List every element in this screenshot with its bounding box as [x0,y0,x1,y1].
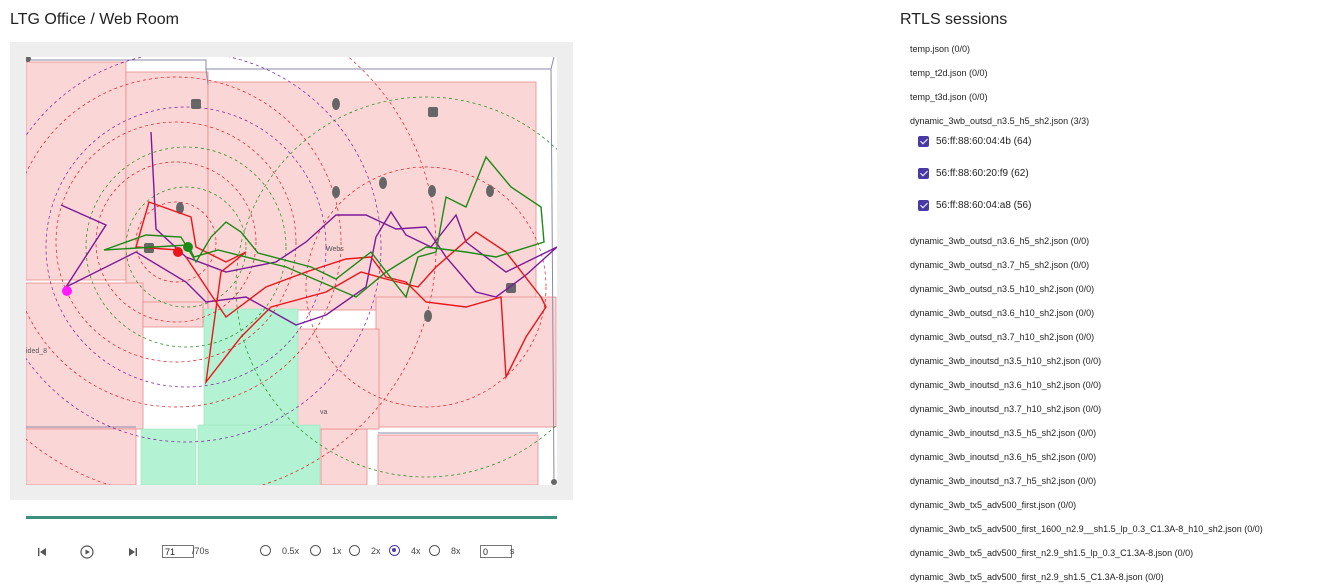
anchor-icon [332,98,340,110]
session-item[interactable]: dynamic_3wb_outsd_n3.6_h5_sh2.json (0/0) [910,236,1090,246]
tag-marker-magenta [62,286,72,296]
anchor-icon [26,57,31,62]
speed-label-4x: 4x [411,546,421,556]
session-item[interactable]: temp_t2d.json (0/0) [910,68,988,78]
floor-map-frame: Webs ided_8 va [10,42,573,500]
skip-previous-button[interactable] [35,545,49,559]
device-item[interactable]: 56:ff:88:60:04:a8 (56) [918,200,1031,211]
speed-label-0-5x: 0.5x [282,546,300,556]
session-item[interactable]: dynamic_3wb_inoutsd_n3.6_h10_sh2.json (0… [910,380,1102,390]
anchor-icon [176,202,184,214]
room-bottom-left [26,428,137,485]
device-item[interactable]: 56:ff:88:60:04:4b (64) [918,136,1031,147]
session-item[interactable]: dynamic_3wb_tx5_adv500_first_1600_n2.9__… [910,524,1263,534]
tag-marker-green [183,242,193,252]
room-label-web: Webs [326,246,344,253]
anchor-icon [379,177,387,189]
anchor-layer [26,57,557,485]
room-bottom-right [377,434,539,485]
device-checkbox[interactable] [918,136,929,147]
green-room-lower [197,424,321,485]
floor-map[interactable]: Webs ided_8 va [26,57,557,485]
speed-radio-4x[interactable] [389,545,400,556]
session-item[interactable]: temp_t3d.json (0/0) [910,92,988,102]
session-item[interactable]: dynamic_3wb_outsd_n3.7_h10_sh2.json (0/0… [910,332,1095,342]
anchor-icon [191,99,201,109]
room-label-small: va [320,409,328,416]
session-item[interactable]: dynamic_3wb_tx5_adv500_first_n2.9_sh1.5_… [910,548,1194,558]
room-label-left: ided_8 [26,348,47,355]
skip-next-icon [129,548,137,556]
anchor-icon [428,185,436,197]
skip-previous-icon [38,548,46,556]
speed-label-1x: 1x [332,546,342,556]
play-button[interactable] [80,545,94,559]
map-title: LTG Office / Web Room [10,11,179,28]
session-item[interactable]: dynamic_3wb_tx5_adv500_first.json (0/0) [910,500,1077,510]
sessions-title: RTLS sessions [900,11,1008,28]
green-room-upper [203,308,299,430]
anchor-icon [428,107,438,117]
session-item[interactable]: dynamic_3wb_outsd_n3.5_h10_sh2.json (0/0… [910,284,1095,294]
speed-radio-2x[interactable] [349,545,360,556]
duration-label: /70s [192,546,210,556]
anchor-icon [506,283,516,293]
speed-label-2x: 2x [371,546,381,556]
wall-layer [26,57,555,485]
play-circle-icon [80,545,94,559]
range-circles [26,57,557,485]
offset-input[interactable] [480,545,512,558]
session-item[interactable]: dynamic_3wb_inoutsd_n3.5_h10_sh2.json (0… [910,356,1102,366]
track-green [103,155,545,299]
device-item[interactable]: 56:ff:88:60:20:f9 (62) [918,168,1029,179]
session-item[interactable]: dynamic_3wb_inoutsd_n3.5_h5_sh2.json (0/… [910,428,1097,438]
room-layer [26,61,557,485]
device-checkbox[interactable] [918,200,929,211]
session-item[interactable]: dynamic_3wb_tx5_adv500_first_n2.9_sh1.5_… [910,572,1164,582]
anchor-icon [424,310,432,322]
anchor-icon [332,186,340,198]
device-label: 56:ff:88:60:04:4b (64) [936,136,1032,148]
room-right-bottom [375,296,557,428]
room-left-bottom [26,282,144,430]
session-item[interactable]: dynamic_3wb_outsd_n3.5_h5_sh2.json (3/3) [910,116,1090,126]
session-item[interactable]: dynamic_3wb_inoutsd_n3.7_h5_sh2.json (0/… [910,476,1097,486]
tag-marker-red [173,247,183,257]
anchor-icon [486,185,494,197]
speed-radio-1x[interactable] [310,545,321,556]
playback-timeline[interactable] [26,516,557,519]
session-item[interactable]: dynamic_3wb_inoutsd_n3.7_h10_sh2.json (0… [910,404,1102,414]
room-top-left [26,61,127,281]
track-purple [60,131,557,326]
session-item[interactable]: dynamic_3wb_inoutsd_n3.6_h5_sh2.json (0/… [910,452,1097,462]
room-bottom-mid [320,428,368,485]
speed-radio-0-5x[interactable] [260,545,271,556]
session-item[interactable]: temp.json (0/0) [910,44,971,54]
session-item[interactable]: dynamic_3wb_outsd_n3.6_h10_sh2.json (0/0… [910,308,1095,318]
speed-label-8x: 8x [451,546,461,556]
green-room-layer [140,308,321,485]
session-item[interactable]: dynamic_3wb_outsd_n3.7_h5_sh2.json (0/0) [910,260,1090,270]
track-red [135,201,547,385]
green-room-left [140,428,197,485]
current-time-input[interactable] [162,545,194,558]
device-label: 56:ff:88:60:20:f9 (62) [936,168,1029,180]
speed-radio-8x[interactable] [429,545,440,556]
device-checkbox[interactable] [918,168,929,179]
anchor-icon [551,479,557,485]
skip-next-button[interactable] [126,545,140,559]
room-corridor [142,301,204,328]
room-main [207,81,537,311]
device-label: 56:ff:88:60:04:a8 (56) [936,200,1032,212]
offset-unit-label: s [510,546,515,556]
